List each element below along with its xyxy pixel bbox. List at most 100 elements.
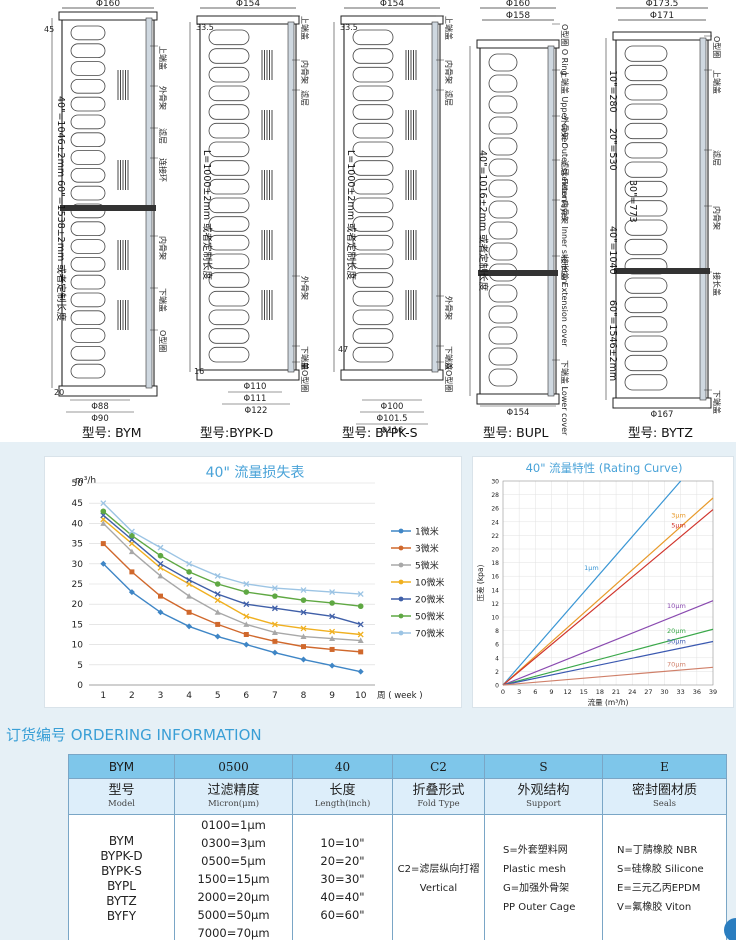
- dimension-label: 20: [54, 388, 64, 397]
- length-dimension: 20"=530: [607, 128, 618, 171]
- dimension-label: Φ158: [506, 11, 531, 21]
- slot-outline: [208, 290, 250, 307]
- part-label: O型圈: [712, 36, 721, 58]
- options-seals: N=丁腈橡胶 NBR S=硅橡胶 Silicone E=三元乙丙EPDM V=氟橡胶 …: [602, 814, 727, 940]
- slot-outline: [352, 216, 394, 232]
- y-tick-label: 45: [72, 499, 83, 509]
- example-code-row: BYM 0500 40 C2 S E: [68, 754, 727, 779]
- outer-rail: [547, 45, 555, 397]
- data-point: [186, 577, 193, 583]
- y-tick-label: 24: [491, 519, 499, 526]
- slot-outline: [70, 61, 106, 76]
- part-label: 滤层: [444, 90, 454, 106]
- x-tick-label: 6: [533, 688, 537, 696]
- length-dimension: 30"=773: [627, 180, 638, 223]
- rating-curve-chart: 40" 流量特性 (Rating Curve)02468101214161820…: [475, 461, 717, 707]
- micron-option: 0100=1μm: [201, 817, 266, 832]
- header-micron-en: Micron(μm): [207, 799, 260, 809]
- slot-outline: [70, 345, 106, 361]
- slot-outline: [352, 66, 394, 83]
- data-point: [100, 512, 107, 519]
- series-label: 3μm: [671, 511, 686, 519]
- dimension-label: Φ171: [650, 11, 674, 21]
- outer-rail: [699, 37, 707, 401]
- slot-outline: [208, 346, 250, 363]
- options-length: 10=10" 20=20" 30=30" 40=40" 60=60": [292, 814, 393, 940]
- series-label: 1μm: [584, 564, 599, 572]
- slot-outline: [208, 29, 250, 46]
- slot-outline: [352, 160, 394, 176]
- x-axis-label: 流量 (m³/h): [588, 697, 629, 707]
- y-tick-label: 5: [77, 661, 83, 671]
- code-micron: 0500: [174, 754, 293, 779]
- data-point: [271, 605, 278, 612]
- data-point: [128, 589, 135, 596]
- x-tick-label: 4: [186, 691, 192, 701]
- code-support: S: [484, 754, 603, 779]
- slot-outline: [208, 328, 250, 344]
- legend-label: 20微米: [415, 594, 444, 606]
- slot-outline: [70, 167, 106, 183]
- part-label: 内骨架: [300, 60, 310, 84]
- data-point: [100, 508, 107, 515]
- lower-cover: [196, 369, 300, 381]
- filter-drawing-bym: Φ160 40"=1046±2mm 60"=1538±2mm 或者定制长度 Φ88 Φ…: [44, 0, 168, 424]
- slot-outline: [208, 178, 250, 195]
- upper-cover: [58, 11, 158, 21]
- y-tick-label: 4: [495, 655, 499, 662]
- header-seals-zh: 密封圈材质: [631, 783, 697, 798]
- legend-label: 10微米: [415, 577, 444, 589]
- part-label: 单O型圈: [300, 362, 310, 392]
- part-label: 上端盖: [300, 16, 310, 40]
- length-option: 30=30": [320, 871, 365, 886]
- slot-outline: [624, 374, 668, 391]
- data-point: [272, 593, 278, 599]
- slot-outline: [70, 221, 106, 237]
- model-option: BYPK-S: [101, 863, 142, 878]
- header-seals-en: Seals: [652, 799, 676, 809]
- slot-outline: [352, 253, 394, 270]
- code-length: 40: [292, 754, 393, 779]
- data-point: [300, 656, 307, 663]
- length-option: 40=40": [320, 889, 365, 904]
- part-label: 双O型圈: [444, 362, 453, 392]
- chart-title: 40" 流量特性 (Rating Curve): [526, 461, 683, 475]
- data-point: [329, 646, 335, 652]
- slot-outline: [70, 150, 106, 165]
- slot-outline: [352, 141, 394, 158]
- slot-outline: [352, 178, 394, 195]
- slot-outline: [488, 326, 518, 345]
- y-tick-label: 0: [77, 681, 83, 691]
- data-point: [214, 609, 221, 615]
- part-label: 连接环: [158, 158, 168, 182]
- data-point: [243, 581, 250, 587]
- series-line-1μm: [502, 480, 682, 686]
- slot-outline: [208, 48, 250, 64]
- data-point: [214, 597, 221, 604]
- micron-option: 5000=50μm: [197, 907, 270, 922]
- filter-body: [199, 21, 297, 373]
- seals-option: V=氟橡胶 Viton: [617, 901, 692, 913]
- x-tick-label: 9: [549, 688, 553, 696]
- series-line-3微米: [102, 543, 361, 653]
- data-point: [300, 587, 307, 594]
- series-line-20微米: [102, 514, 361, 626]
- data-point: [158, 593, 163, 599]
- y-tick-label: 12: [491, 601, 499, 608]
- part-label: 下端盖: [712, 390, 722, 414]
- slot-outline: [352, 309, 394, 326]
- part-label: O型圈: [158, 330, 167, 352]
- lower-cover: [476, 393, 560, 405]
- data-point: [157, 544, 164, 551]
- support-option: PP Outer Cage: [503, 901, 576, 913]
- connection-ring: [60, 205, 156, 211]
- part-label: 外骨架: [444, 296, 454, 320]
- dimension-label: Φ160: [506, 0, 531, 9]
- data-point: [243, 632, 249, 637]
- slot-outline: [70, 185, 106, 201]
- series-line-10微米: [102, 518, 361, 636]
- slot-outline: [624, 84, 668, 101]
- data-point: [100, 560, 107, 567]
- length-option: 20=20": [320, 853, 365, 868]
